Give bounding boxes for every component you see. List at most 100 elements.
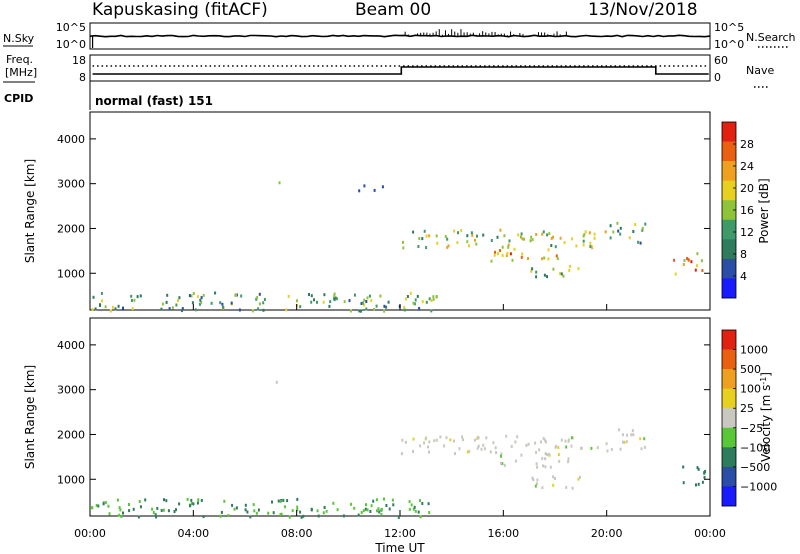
heatmap-cell bbox=[527, 257, 529, 260]
heatmap-cell bbox=[408, 507, 411, 511]
heatmap-cell bbox=[543, 256, 546, 260]
colorbar-segment bbox=[722, 161, 736, 181]
heatmap-cell bbox=[569, 264, 572, 268]
colorbar-tick-label: −500 bbox=[740, 461, 770, 474]
heatmap-cell bbox=[210, 301, 213, 305]
heatmap-cell bbox=[471, 233, 474, 237]
heatmap-cell bbox=[230, 301, 233, 305]
heatmap-cell bbox=[570, 444, 573, 448]
x-tick-label: 20:00 bbox=[591, 527, 623, 540]
heatmap-cell bbox=[565, 485, 568, 489]
colorbar-tick-label: 20 bbox=[740, 182, 754, 195]
heatmap-cell bbox=[97, 504, 100, 508]
heatmap-cell bbox=[618, 428, 621, 432]
heatmap-cell bbox=[133, 298, 136, 302]
heatmap-cell bbox=[476, 435, 479, 439]
heatmap-cell bbox=[275, 380, 278, 384]
heatmap-cell bbox=[435, 438, 438, 442]
heatmap-cell bbox=[474, 238, 476, 242]
power-colorbar: 28 24 20 16 12 8 4 bbox=[721, 121, 754, 299]
heatmap-cell bbox=[534, 441, 537, 445]
heatmap-cell bbox=[258, 292, 261, 296]
heatmap-cell bbox=[446, 245, 449, 249]
heatmap-cell bbox=[476, 446, 479, 450]
heatmap-cell bbox=[571, 237, 574, 241]
heatmap-cell bbox=[151, 507, 154, 511]
heatmap-cell bbox=[219, 301, 222, 305]
heatmap-cell bbox=[430, 309, 433, 313]
noise-left-tick-top: 10^5 bbox=[56, 21, 86, 34]
heatmap-cell bbox=[343, 300, 346, 304]
heatmap-cell bbox=[456, 241, 459, 245]
heatmap-cell bbox=[401, 438, 404, 442]
heatmap-cell bbox=[508, 239, 511, 243]
heatmap-cell bbox=[588, 231, 591, 235]
heatmap-cell bbox=[400, 452, 403, 456]
heatmap-cell bbox=[403, 308, 406, 312]
heatmap-cell bbox=[421, 237, 424, 241]
heatmap-cell bbox=[95, 504, 98, 507]
colorbar-segment bbox=[722, 466, 736, 487]
heatmap-cell bbox=[299, 510, 302, 514]
heatmap-cell bbox=[520, 453, 523, 457]
heatmap-cell bbox=[554, 477, 556, 480]
heatmap-cell bbox=[453, 229, 456, 233]
heatmap-cell bbox=[251, 309, 254, 313]
heatmap-cell bbox=[687, 258, 690, 262]
heatmap-cell bbox=[380, 512, 383, 516]
heatmap-cell bbox=[683, 259, 686, 262]
heatmap-cell bbox=[291, 509, 294, 513]
heatmap-cell bbox=[287, 294, 290, 298]
noise-sky-trace bbox=[89, 34, 711, 38]
heatmap-cell bbox=[323, 506, 326, 509]
heatmap-cell bbox=[583, 233, 586, 237]
heatmap-cell bbox=[570, 436, 573, 440]
colorbar-segment bbox=[722, 258, 736, 279]
heatmap-cell bbox=[549, 465, 552, 469]
power-colorbar-label: Power [dB] bbox=[757, 178, 771, 243]
heatmap-cell bbox=[104, 501, 107, 505]
heatmap-cell bbox=[252, 503, 255, 507]
heatmap-cell bbox=[446, 237, 449, 241]
heatmap-cell bbox=[531, 267, 534, 271]
heatmap-cell bbox=[375, 498, 378, 502]
heatmap-cell bbox=[416, 294, 419, 298]
heatmap-cell bbox=[582, 239, 585, 243]
heatmap-cell bbox=[485, 436, 488, 440]
heatmap-cell bbox=[529, 239, 532, 243]
heatmap-cell bbox=[404, 440, 407, 444]
velocity-unit-superscript: -1 bbox=[759, 377, 768, 385]
heatmap-cell bbox=[322, 300, 325, 304]
colorbar-tick-label: 12 bbox=[740, 226, 754, 239]
heatmap-cell bbox=[196, 295, 199, 299]
heatmap-cell bbox=[544, 452, 547, 456]
heatmap-cell bbox=[412, 507, 415, 511]
heatmap-cell bbox=[435, 295, 438, 298]
heatmap-cell bbox=[447, 244, 450, 248]
heatmap-cell bbox=[223, 499, 226, 503]
heatmap-cell bbox=[556, 257, 559, 261]
heatmap-cell bbox=[131, 307, 134, 311]
heatmap-cell bbox=[495, 451, 498, 455]
heatmap-cell bbox=[375, 304, 378, 308]
heatmap-cell bbox=[257, 508, 260, 512]
colorbar-tick-label: 8 bbox=[740, 248, 747, 261]
heatmap-cell bbox=[493, 253, 496, 257]
heatmap-cell bbox=[428, 450, 430, 454]
heatmap-cell bbox=[552, 475, 555, 479]
heatmap-cell bbox=[220, 510, 223, 514]
heatmap-cell bbox=[235, 293, 237, 297]
heatmap-cell bbox=[560, 272, 563, 276]
colorbar-segment bbox=[722, 239, 736, 260]
x-tick-label: 08:00 bbox=[281, 527, 313, 540]
heatmap-cell bbox=[626, 433, 629, 437]
heatmap-cell bbox=[154, 513, 157, 517]
heatmap-cell bbox=[404, 297, 407, 301]
heatmap-cell bbox=[358, 309, 361, 313]
heatmap-cell bbox=[178, 502, 181, 506]
heatmap-cell bbox=[501, 245, 504, 249]
heatmap-cell bbox=[542, 230, 545, 234]
heatmap-cell bbox=[299, 305, 302, 309]
heatmap-cell bbox=[425, 234, 428, 238]
